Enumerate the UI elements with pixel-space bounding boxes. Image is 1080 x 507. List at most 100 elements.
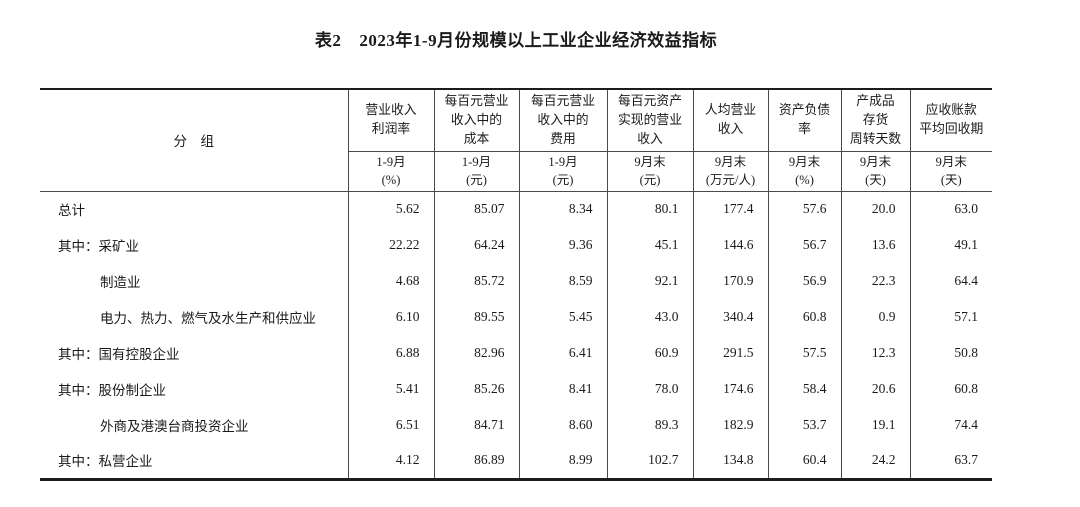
data-cell: 144.6: [692, 227, 768, 263]
data-cell: 84.71: [433, 407, 519, 443]
data-cell: 63.0: [909, 191, 992, 227]
data-cell: 134.8: [692, 443, 768, 479]
data-cell: 43.0: [606, 299, 693, 335]
data-cell: 177.4: [692, 191, 768, 227]
data-cell: 174.6: [692, 371, 768, 407]
table-title-text: 2023年1-9月份规模以上工业企业经济效益指标: [359, 31, 718, 50]
data-cell: 50.8: [909, 335, 992, 371]
data-cell: 19.1: [840, 407, 910, 443]
data-cell: 22.22: [347, 227, 434, 263]
data-cell: 53.7: [767, 407, 841, 443]
data-cell: 86.89: [433, 443, 519, 479]
data-cell: 6.88: [347, 335, 434, 371]
data-cell: 12.3: [840, 335, 910, 371]
header-row-units: 1-9月 (%) 1-9月 (元) 1-9月 (元) 9月末 (元) 9月末 (…: [40, 151, 992, 192]
data-cell: 85.72: [433, 263, 519, 299]
data-cell: 9.36: [518, 227, 607, 263]
data-cell: 64.4: [909, 263, 992, 299]
data-cell: 57.1: [909, 299, 992, 335]
data-cell: 4.68: [347, 263, 434, 299]
data-cell: 8.59: [518, 263, 607, 299]
data-cell: 89.3: [606, 407, 693, 443]
data-cell: 58.4: [767, 371, 841, 407]
table-title: 表2 2023年1-9月份规模以上工业企业经济效益指标: [40, 26, 992, 51]
data-cell: 74.4: [909, 407, 992, 443]
data-cell: 63.7: [909, 443, 992, 479]
col-header-expense-per-100: 每百元营业 收入中的 费用: [518, 89, 607, 152]
data-cell: 80.1: [606, 191, 693, 227]
data-cell: 89.55: [433, 299, 519, 335]
data-cell: 5.62: [347, 191, 434, 227]
row-label: 制造业: [100, 275, 141, 290]
row-label: 外商及港澳台商投资企业: [100, 419, 249, 434]
row-label: 总计: [58, 203, 85, 219]
table-row-utilities: 电力、热力、燃气及水生产和供应业 6.10 89.55 5.45 43.0 34…: [40, 299, 992, 335]
data-cell: 8.34: [518, 191, 607, 227]
data-cell: 57.6: [767, 191, 841, 227]
economic-indicators-table: 分 组 营业收入 利润率 每百元营业 收入中的 成本 每百元营业 收入中的 费用…: [40, 88, 992, 481]
col-header-asset-liability-ratio: 资产负债 率: [767, 89, 841, 152]
data-cell: 92.1: [606, 263, 693, 299]
data-cell: 64.24: [433, 227, 519, 263]
data-cell: 6.51: [347, 407, 434, 443]
row-label: 其中：私营企业: [58, 454, 153, 470]
data-cell: 49.1: [909, 227, 992, 263]
data-cell: 60.9: [606, 335, 693, 371]
unit-expense-per-100: 1-9月 (元): [518, 151, 607, 192]
group-column-header: 分 组: [40, 89, 348, 192]
data-cell: 22.3: [840, 263, 910, 299]
table-row-state-owned: 其中：国有控股企业 6.88 82.96 6.41 60.9 291.5 57.…: [40, 335, 992, 371]
data-cell: 340.4: [692, 299, 768, 335]
data-cell: 82.96: [433, 335, 519, 371]
table-row-foreign-invested: 外商及港澳台商投资企业 6.51 84.71 8.60 89.3 182.9 5…: [40, 407, 992, 443]
col-header-revenue-per-100-assets: 每百元资产 实现的营业 收入: [606, 89, 693, 152]
unit-asset-liability-ratio: 9月末 (%): [767, 151, 841, 192]
table-row-total: 总计 5.62 85.07 8.34 80.1 177.4 57.6 20.0 …: [40, 191, 992, 227]
data-cell: 4.12: [347, 443, 434, 479]
table-row-manufacturing: 制造业 4.68 85.72 8.59 92.1 170.9 56.9 22.3…: [40, 263, 992, 299]
data-cell: 13.6: [840, 227, 910, 263]
row-label: 电力、热力、燃气及水生产和供应业: [100, 311, 316, 326]
data-cell: 6.41: [518, 335, 607, 371]
data-cell: 8.41: [518, 371, 607, 407]
data-cell: 8.60: [518, 407, 607, 443]
unit-revenue-per-100-assets: 9月末 (元): [606, 151, 693, 192]
table-row-private: 其中：私营企业 4.12 86.89 8.99 102.7 134.8 60.4…: [40, 443, 992, 479]
data-cell: 6.10: [347, 299, 434, 335]
data-cell: 60.4: [767, 443, 841, 479]
data-cell: 291.5: [692, 335, 768, 371]
data-cell: 56.7: [767, 227, 841, 263]
row-label: 其中：采矿业: [58, 239, 139, 254]
data-cell: 57.5: [767, 335, 841, 371]
unit-revenue-per-capita: 9月末 (万元/人): [692, 151, 768, 192]
unit-operating-margin: 1-9月 (%): [347, 151, 434, 192]
data-cell: 60.8: [767, 299, 841, 335]
data-cell: 56.9: [767, 263, 841, 299]
table-number: 表2: [314, 31, 342, 50]
data-cell: 85.26: [433, 371, 519, 407]
data-cell: 45.1: [606, 227, 693, 263]
table-row-mining: 其中：采矿业 22.22 64.24 9.36 45.1 144.6 56.7 …: [40, 227, 992, 263]
data-cell: 78.0: [606, 371, 693, 407]
data-cell: 0.9: [840, 299, 910, 335]
data-cell: 182.9: [692, 407, 768, 443]
col-header-revenue-per-capita: 人均营业 收入: [692, 89, 768, 152]
col-header-inventory-turnover-days: 产成品 存货 周转天数: [840, 89, 910, 152]
data-cell: 60.8: [909, 371, 992, 407]
col-header-receivables-collection-period: 应收账款 平均回收期: [909, 89, 992, 152]
data-cell: 24.2: [840, 443, 910, 479]
data-cell: 85.07: [433, 191, 519, 227]
col-header-cost-per-100: 每百元营业 收入中的 成本: [433, 89, 519, 152]
data-cell: 170.9: [692, 263, 768, 299]
data-cell: 102.7: [606, 443, 693, 479]
col-header-operating-margin: 营业收入 利润率: [347, 89, 434, 152]
unit-cost-per-100: 1-9月 (元): [433, 151, 519, 192]
table-row-shareholding: 其中：股份制企业 5.41 85.26 8.41 78.0 174.6 58.4…: [40, 371, 992, 407]
unit-inventory-turnover-days: 9月末 (天): [840, 151, 910, 192]
unit-receivables-collection-period: 9月末 (天): [909, 151, 992, 192]
header-row-names: 分 组 营业收入 利润率 每百元营业 收入中的 成本 每百元营业 收入中的 费用…: [40, 89, 992, 192]
data-cell: 8.99: [518, 443, 607, 479]
data-cell: 5.45: [518, 299, 607, 335]
data-cell: 20.0: [840, 191, 910, 227]
data-cell: 20.6: [840, 371, 910, 407]
